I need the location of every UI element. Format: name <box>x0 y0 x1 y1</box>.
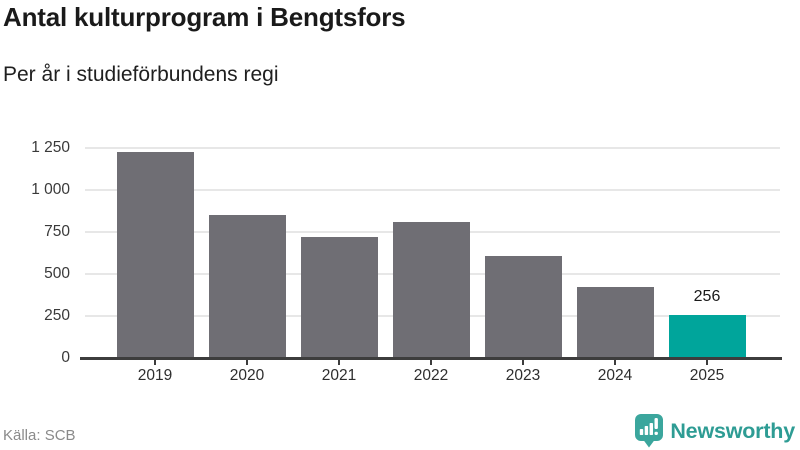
x-axis-tick <box>614 359 616 365</box>
x-axis-tick <box>430 359 432 365</box>
chart-subtitle: Per år i studieförbundens regi <box>3 63 279 86</box>
bar-2023 <box>484 256 562 358</box>
chart-title: Antal kulturprogram i Bengtsfors <box>3 2 406 32</box>
y-gridline <box>85 189 780 191</box>
newsworthy-logo: Newsworthy <box>635 414 795 448</box>
bar-2020 <box>208 215 286 358</box>
x-axis-tick <box>246 359 248 365</box>
y-axis-tick-label: 250 <box>44 307 70 324</box>
x-axis-tick-label: 2024 <box>597 367 633 384</box>
x-axis-tick-label: 2025 <box>689 367 725 384</box>
bar-2019 <box>116 152 194 358</box>
bar-2024 <box>576 287 654 358</box>
x-axis-tick-label: 2020 <box>229 367 265 384</box>
x-axis-tick <box>522 359 524 365</box>
bar-2025 <box>668 315 746 358</box>
x-axis-tick-label: 2023 <box>505 367 541 384</box>
y-gridline <box>85 147 780 149</box>
x-axis-tick-label: 2021 <box>321 367 357 384</box>
bar-2022 <box>392 222 470 358</box>
y-axis-tick-label: 1 000 <box>31 181 70 198</box>
x-axis-tick <box>338 359 340 365</box>
y-axis-tick-label: 1 250 <box>31 139 70 156</box>
y-axis-tick-label: 750 <box>44 223 70 240</box>
x-axis-line <box>80 357 782 360</box>
source-label: Källa: SCB <box>3 427 76 444</box>
x-axis-tick-label: 2019 <box>137 367 173 384</box>
bar-value-label-2025: 256 <box>693 288 721 305</box>
y-axis-tick-label: 0 <box>61 349 70 366</box>
x-axis-tick <box>154 359 156 365</box>
newsworthy-bubble-chart-icon <box>635 414 664 448</box>
newsworthy-wordmark: Newsworthy <box>670 418 795 443</box>
bar-2021 <box>300 237 378 358</box>
y-axis-tick-label: 500 <box>44 265 70 282</box>
x-axis-tick <box>706 359 708 365</box>
x-axis-tick-label: 2022 <box>413 367 449 384</box>
